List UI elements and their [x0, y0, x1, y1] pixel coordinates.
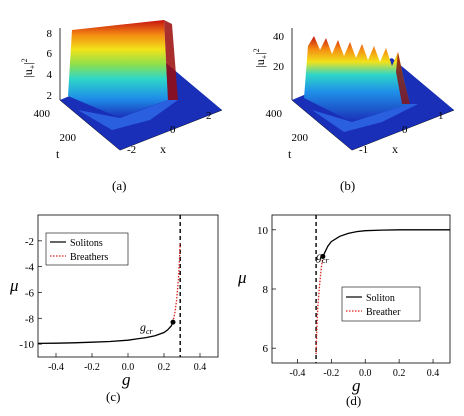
- gcr-annotation: gcr: [140, 320, 154, 336]
- ridge-foot: [312, 104, 418, 132]
- gcr-point: [170, 319, 176, 325]
- series-line-breather: [315, 256, 324, 355]
- tick-group: -0.4 -0.2 0.0 0.2 0.4 -10 -8 -6 -4 -2: [19, 236, 206, 373]
- gcr-point: [320, 253, 326, 259]
- z-axis-label: |u+|2: [20, 58, 37, 77]
- y-tick-label: 10: [257, 225, 269, 237]
- x-tick-label: 0.0: [359, 368, 372, 379]
- x-axis-label: x: [160, 142, 166, 156]
- panel-label: (a): [112, 178, 126, 193]
- panel-d-chart: -0.4 -0.2 0.0 0.2 0.4 6 8 10 μ g gcr Soliton Br…: [237, 214, 451, 408]
- z-tick: 8: [47, 28, 53, 40]
- t-axis-label: t: [288, 147, 292, 161]
- x-tick: 2: [206, 110, 212, 122]
- x-tick-label: 0.4: [427, 368, 440, 379]
- y-tick-label: -6: [25, 287, 35, 299]
- soliton-ridge: [68, 20, 168, 118]
- t-tick: 400: [266, 108, 283, 120]
- panel-a: 8 6 4 2 |u+|2 400 200 t -2 0 2 x (a): [0, 0, 232, 205]
- ridge-shadow: [396, 52, 410, 104]
- gcr-annotation: gcr: [316, 249, 330, 265]
- y-tick-label: -10: [19, 339, 34, 351]
- panel-b-svg: 40 20 |u+|2 400 200 t -1 0 1 x (b): [252, 28, 455, 193]
- x-tick: -2: [127, 144, 136, 156]
- x-tick-label: 0.2: [158, 362, 171, 373]
- x-tick: 0: [402, 124, 408, 136]
- legend-label: Breather: [366, 307, 401, 318]
- panel-a-svg: 8 6 4 2 |u+|2 400 200 t -2 0 2 x (a): [20, 20, 223, 193]
- panel-label: (b): [340, 178, 355, 193]
- t-tick: 200: [60, 132, 77, 144]
- x-axis-label: g: [352, 376, 361, 395]
- z-tick: 6: [47, 48, 53, 60]
- ridge-shadow: [164, 20, 178, 100]
- z-tick: 2: [47, 90, 53, 102]
- y-tick-label: 6: [263, 343, 269, 355]
- x-tick-label: -0.4: [290, 368, 306, 379]
- x-tick-label: -0.4: [48, 362, 64, 373]
- ridge-foot: [78, 100, 178, 130]
- legend-label: Solitons: [70, 238, 103, 249]
- t-tick: 400: [34, 108, 51, 120]
- x-tick-label: 0.2: [393, 368, 406, 379]
- panel-b: 40 20 |u+|2 400 200 t -1 0 1 x (b): [232, 0, 464, 205]
- legend-label: Soliton: [366, 293, 395, 304]
- breather-ridge: [304, 36, 410, 122]
- y-tick-label: -2: [25, 236, 34, 248]
- legend-box: [341, 286, 421, 322]
- legend-label: Breathers: [70, 252, 108, 263]
- x-tick-label: -0.2: [323, 368, 339, 379]
- y-axis-label: μ: [9, 276, 19, 295]
- y-tick-label: -8: [25, 313, 35, 325]
- x-tick: 0: [170, 124, 176, 136]
- x-tick: -1: [359, 144, 368, 156]
- series-line-solitons: [37, 321, 174, 345]
- x-tick-label: 0.0: [122, 362, 135, 373]
- z-tick: 4: [47, 69, 53, 81]
- y-tick-label: 8: [263, 284, 269, 296]
- panel-c-chart: -0.4 -0.2 0.0 0.2 0.4 -10 -8 -6 -4 -2 μ g gcr Sol…: [9, 214, 219, 404]
- z-tick: 40: [273, 31, 285, 43]
- x-axis-label: g: [122, 370, 131, 389]
- panel-d: -0.4 -0.2 0.0 0.2 0.4 6 8 10 μ g gcr Soliton Br…: [232, 205, 464, 411]
- legend-box: [45, 232, 129, 266]
- t-axis-label: t: [56, 147, 60, 161]
- panel-label: (d): [346, 393, 361, 408]
- tick-group: -0.4 -0.2 0.0 0.2 0.4 6 8 10: [257, 225, 439, 379]
- series-line-breathers: [172, 243, 181, 323]
- z-axis-label: |u+|2: [252, 48, 269, 67]
- x-tick-label: -0.2: [84, 362, 100, 373]
- series-group: [315, 215, 450, 363]
- panel-c: -0.4 -0.2 0.0 0.2 0.4 -10 -8 -6 -4 -2 μ g gcr Sol…: [0, 205, 232, 411]
- series-group: [37, 215, 181, 357]
- y-tick-label: -4: [25, 262, 35, 274]
- x-tick-label: 0.4: [194, 362, 207, 373]
- y-axis-label: μ: [237, 268, 247, 287]
- x-tick: 1: [438, 110, 444, 122]
- t-tick: 200: [292, 132, 309, 144]
- z-tick: 20: [273, 61, 285, 73]
- series-line-soliton: [322, 229, 450, 257]
- x-axis-label: x: [392, 142, 398, 156]
- panel-label: (c): [106, 389, 120, 404]
